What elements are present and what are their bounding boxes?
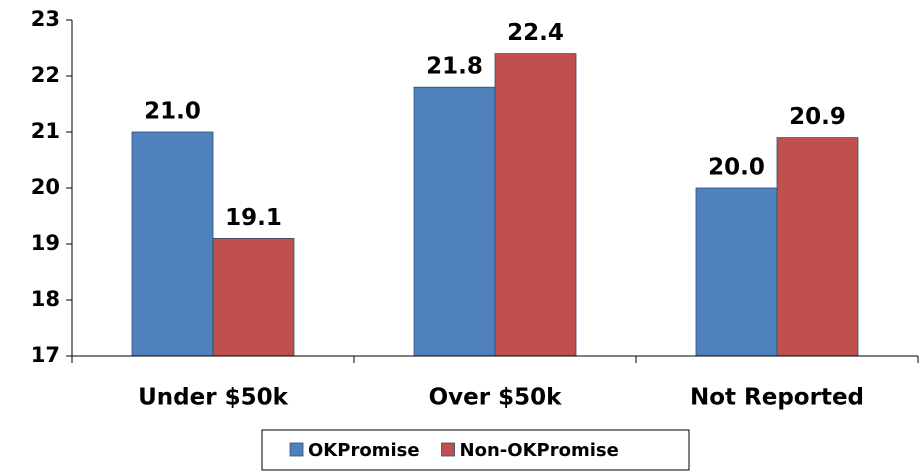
bar: [212, 237, 295, 357]
x-tick-label: Not Reported: [690, 385, 864, 411]
value-label: 20.9: [789, 104, 846, 130]
x-tick-label: Over $50k: [429, 385, 563, 411]
legend-swatch: [289, 442, 304, 457]
value-label: 19.1: [225, 205, 282, 231]
value-label: 21.0: [144, 99, 201, 125]
legend-box: [261, 429, 690, 471]
y-tick-label: 21: [31, 119, 60, 143]
legend-swatch: [441, 442, 455, 457]
bar: [494, 53, 577, 357]
x-tick-label: Under $50k: [138, 385, 288, 411]
y-tick-label: 22: [31, 63, 60, 87]
y-tick-label: 23: [31, 7, 60, 31]
legend-label: OKPromise: [308, 440, 420, 461]
value-label: 22.4: [507, 20, 564, 46]
y-tick-label: 20: [31, 175, 60, 199]
legend-label: Non-OKPromise: [460, 440, 619, 461]
y-tick-label: 17: [31, 343, 60, 367]
y-tick-label: 19: [31, 231, 60, 255]
bar: [695, 187, 778, 357]
bar: [413, 86, 496, 357]
bar: [131, 131, 214, 357]
value-label: 20.0: [708, 155, 765, 181]
y-tick-label: 18: [31, 287, 60, 311]
bar: [776, 137, 859, 357]
value-label: 21.8: [426, 54, 483, 80]
